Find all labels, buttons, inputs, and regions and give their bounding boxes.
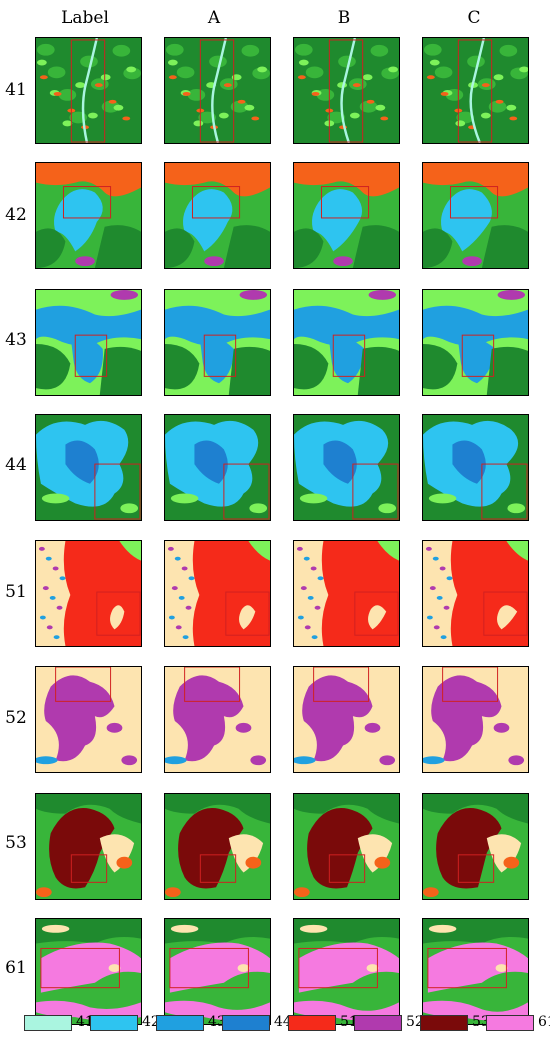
- column-header-b: B: [337, 8, 351, 28]
- row-label-53: 53: [5, 833, 27, 853]
- legend-label-53: 53: [472, 1014, 490, 1030]
- map-tile-53-a: [164, 793, 271, 900]
- map-tile-43-c: [422, 289, 529, 396]
- legend-swatch-61: [486, 1015, 534, 1031]
- map-tile-51-label: [35, 540, 142, 647]
- map-tile-52-a: [164, 666, 271, 773]
- map-tile-43-label: [35, 289, 142, 396]
- map-tile-41-c: [422, 37, 529, 144]
- map-tile-61-label: [35, 918, 142, 1025]
- row-label-52: 52: [5, 708, 27, 728]
- map-tile-44-c: [422, 414, 529, 521]
- column-header-c: C: [467, 8, 481, 28]
- map-tile-44-b: [293, 414, 400, 521]
- map-tile-61-b: [293, 918, 400, 1025]
- legend-label-42: 42: [142, 1014, 160, 1030]
- legend-label-41: 41: [76, 1014, 94, 1030]
- map-tile-42-b: [293, 162, 400, 269]
- legend-label-44: 44: [274, 1014, 292, 1030]
- map-tile-42-a: [164, 162, 271, 269]
- map-tile-44-a: [164, 414, 271, 521]
- legend: 41 42 43 44 51 52 53 61: [24, 1013, 550, 1039]
- map-tile-52-label: [35, 666, 142, 773]
- row-label-41: 41: [5, 80, 27, 100]
- row-label-43: 43: [5, 330, 27, 350]
- map-tile-42-label: [35, 162, 142, 269]
- map-tile-51-b: [293, 540, 400, 647]
- legend-label-51: 51: [340, 1014, 358, 1030]
- map-tile-43-a: [164, 289, 271, 396]
- legend-swatch-42: [90, 1015, 138, 1031]
- legend-label-61: 61: [538, 1014, 550, 1030]
- map-tile-41-label: [35, 37, 142, 144]
- legend-swatch-53: [420, 1015, 468, 1031]
- legend-swatch-44: [222, 1015, 270, 1031]
- map-tile-51-c: [422, 540, 529, 647]
- legend-swatch-51: [288, 1015, 336, 1031]
- map-tile-53-label: [35, 793, 142, 900]
- row-label-51: 51: [5, 582, 27, 602]
- map-tile-53-b: [293, 793, 400, 900]
- map-tile-44-label: [35, 414, 142, 521]
- map-tile-61-a: [164, 918, 271, 1025]
- column-header-a: A: [207, 8, 221, 28]
- map-tile-61-c: [422, 918, 529, 1025]
- legend-swatch-52: [354, 1015, 402, 1031]
- legend-swatch-43: [156, 1015, 204, 1031]
- map-tile-53-c: [422, 793, 529, 900]
- map-tile-42-c: [422, 162, 529, 269]
- legend-swatch-41: [24, 1015, 72, 1031]
- row-label-44: 44: [5, 455, 27, 475]
- row-label-42: 42: [5, 205, 27, 225]
- legend-label-43: 43: [208, 1014, 226, 1030]
- map-tile-41-b: [293, 37, 400, 144]
- row-label-61: 61: [5, 958, 27, 978]
- legend-label-52: 52: [406, 1014, 424, 1030]
- map-tile-52-c: [422, 666, 529, 773]
- map-tile-52-b: [293, 666, 400, 773]
- map-tile-43-b: [293, 289, 400, 396]
- map-tile-41-a: [164, 37, 271, 144]
- map-tile-51-a: [164, 540, 271, 647]
- column-header-label: Label: [61, 8, 109, 28]
